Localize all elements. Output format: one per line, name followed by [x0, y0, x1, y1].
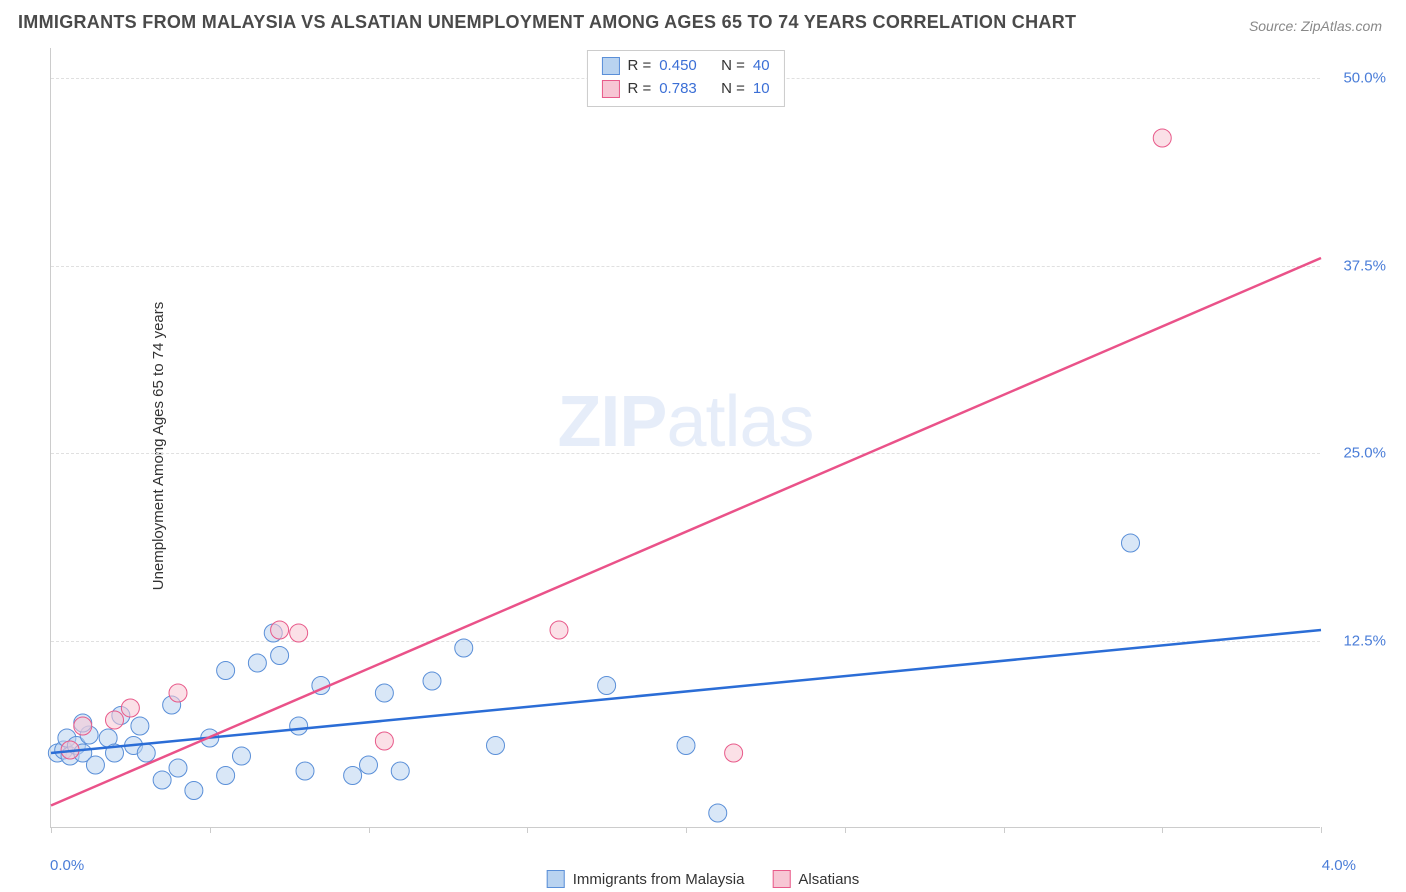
x-tick-label-min: 0.0% — [50, 857, 84, 874]
scatter-point — [169, 759, 187, 777]
y-tick-label: 37.5% — [1343, 257, 1386, 274]
chart-title: IMMIGRANTS FROM MALAYSIA VS ALSATIAN UNE… — [18, 12, 1076, 33]
legend-series-swatch-0 — [547, 870, 565, 888]
legend-r-value-1: 0.783 — [659, 78, 697, 101]
scatter-point — [248, 654, 266, 672]
scatter-point — [550, 621, 568, 639]
scatter-point — [455, 639, 473, 657]
legend-n-value-0: 40 — [753, 55, 770, 78]
x-tick — [369, 827, 370, 833]
legend-series-swatch-1 — [772, 870, 790, 888]
x-tick-label-max: 4.0% — [1322, 857, 1356, 874]
x-tick — [686, 827, 687, 833]
legend-stats: R = 0.450 N = 40 R = 0.783 N = 10 — [586, 50, 784, 107]
legend-r-label: R = — [627, 78, 651, 101]
scatter-point — [131, 717, 149, 735]
scatter-point — [217, 767, 235, 785]
scatter-point — [185, 782, 203, 800]
scatter-point — [169, 684, 187, 702]
scatter-point — [233, 747, 251, 765]
x-tick — [51, 827, 52, 833]
legend-series: Immigrants from Malaysia Alsatians — [547, 870, 860, 888]
scatter-point — [290, 717, 308, 735]
x-tick — [210, 827, 211, 833]
y-tick-label: 50.0% — [1343, 70, 1386, 87]
legend-n-value-1: 10 — [753, 78, 770, 101]
scatter-point — [271, 621, 289, 639]
legend-r-label: R = — [627, 55, 651, 78]
scatter-point — [375, 732, 393, 750]
scatter-point — [598, 677, 616, 695]
scatter-point — [121, 699, 139, 717]
y-tick-label: 12.5% — [1343, 632, 1386, 649]
scatter-point — [391, 762, 409, 780]
scatter-point — [271, 647, 289, 665]
scatter-point — [1153, 129, 1171, 147]
y-tick-label: 25.0% — [1343, 445, 1386, 462]
correlation-chart: IMMIGRANTS FROM MALAYSIA VS ALSATIAN UNE… — [0, 0, 1406, 892]
legend-swatch-1 — [601, 80, 619, 98]
trend-line — [51, 258, 1321, 806]
plot-area: ZIPatlas R = 0.450 N = 40 R = 0.783 — [50, 48, 1320, 828]
x-tick — [1162, 827, 1163, 833]
scatter-point — [1122, 534, 1140, 552]
legend-stats-row-0: R = 0.450 N = 40 — [601, 55, 769, 78]
legend-stats-row-1: R = 0.783 N = 10 — [601, 78, 769, 101]
scatter-point — [344, 767, 362, 785]
series-layer — [48, 129, 1171, 822]
x-tick — [845, 827, 846, 833]
legend-series-item-1: Alsatians — [772, 870, 859, 888]
scatter-point — [423, 672, 441, 690]
x-tick — [1321, 827, 1322, 833]
trend-layer — [51, 258, 1321, 806]
scatter-point — [677, 737, 695, 755]
scatter-point — [106, 711, 124, 729]
scatter-point — [74, 717, 92, 735]
scatter-point — [375, 684, 393, 702]
legend-swatch-0 — [601, 57, 619, 75]
trend-line — [51, 630, 1321, 753]
legend-series-label-0: Immigrants from Malaysia — [573, 871, 745, 888]
scatter-point — [725, 744, 743, 762]
scatter-point — [137, 744, 155, 762]
source-attribution: Source: ZipAtlas.com — [1249, 18, 1382, 34]
plot-svg — [51, 48, 1320, 827]
scatter-point — [709, 804, 727, 822]
scatter-point — [217, 662, 235, 680]
scatter-point — [487, 737, 505, 755]
scatter-point — [290, 624, 308, 642]
x-tick — [1004, 827, 1005, 833]
scatter-point — [296, 762, 314, 780]
scatter-point — [360, 756, 378, 774]
x-tick — [527, 827, 528, 833]
legend-series-item-0: Immigrants from Malaysia — [547, 870, 745, 888]
legend-r-value-0: 0.450 — [659, 55, 697, 78]
legend-series-label-1: Alsatians — [798, 871, 859, 888]
legend-n-label: N = — [721, 78, 745, 101]
legend-n-label: N = — [721, 55, 745, 78]
scatter-point — [86, 756, 104, 774]
scatter-point — [153, 771, 171, 789]
